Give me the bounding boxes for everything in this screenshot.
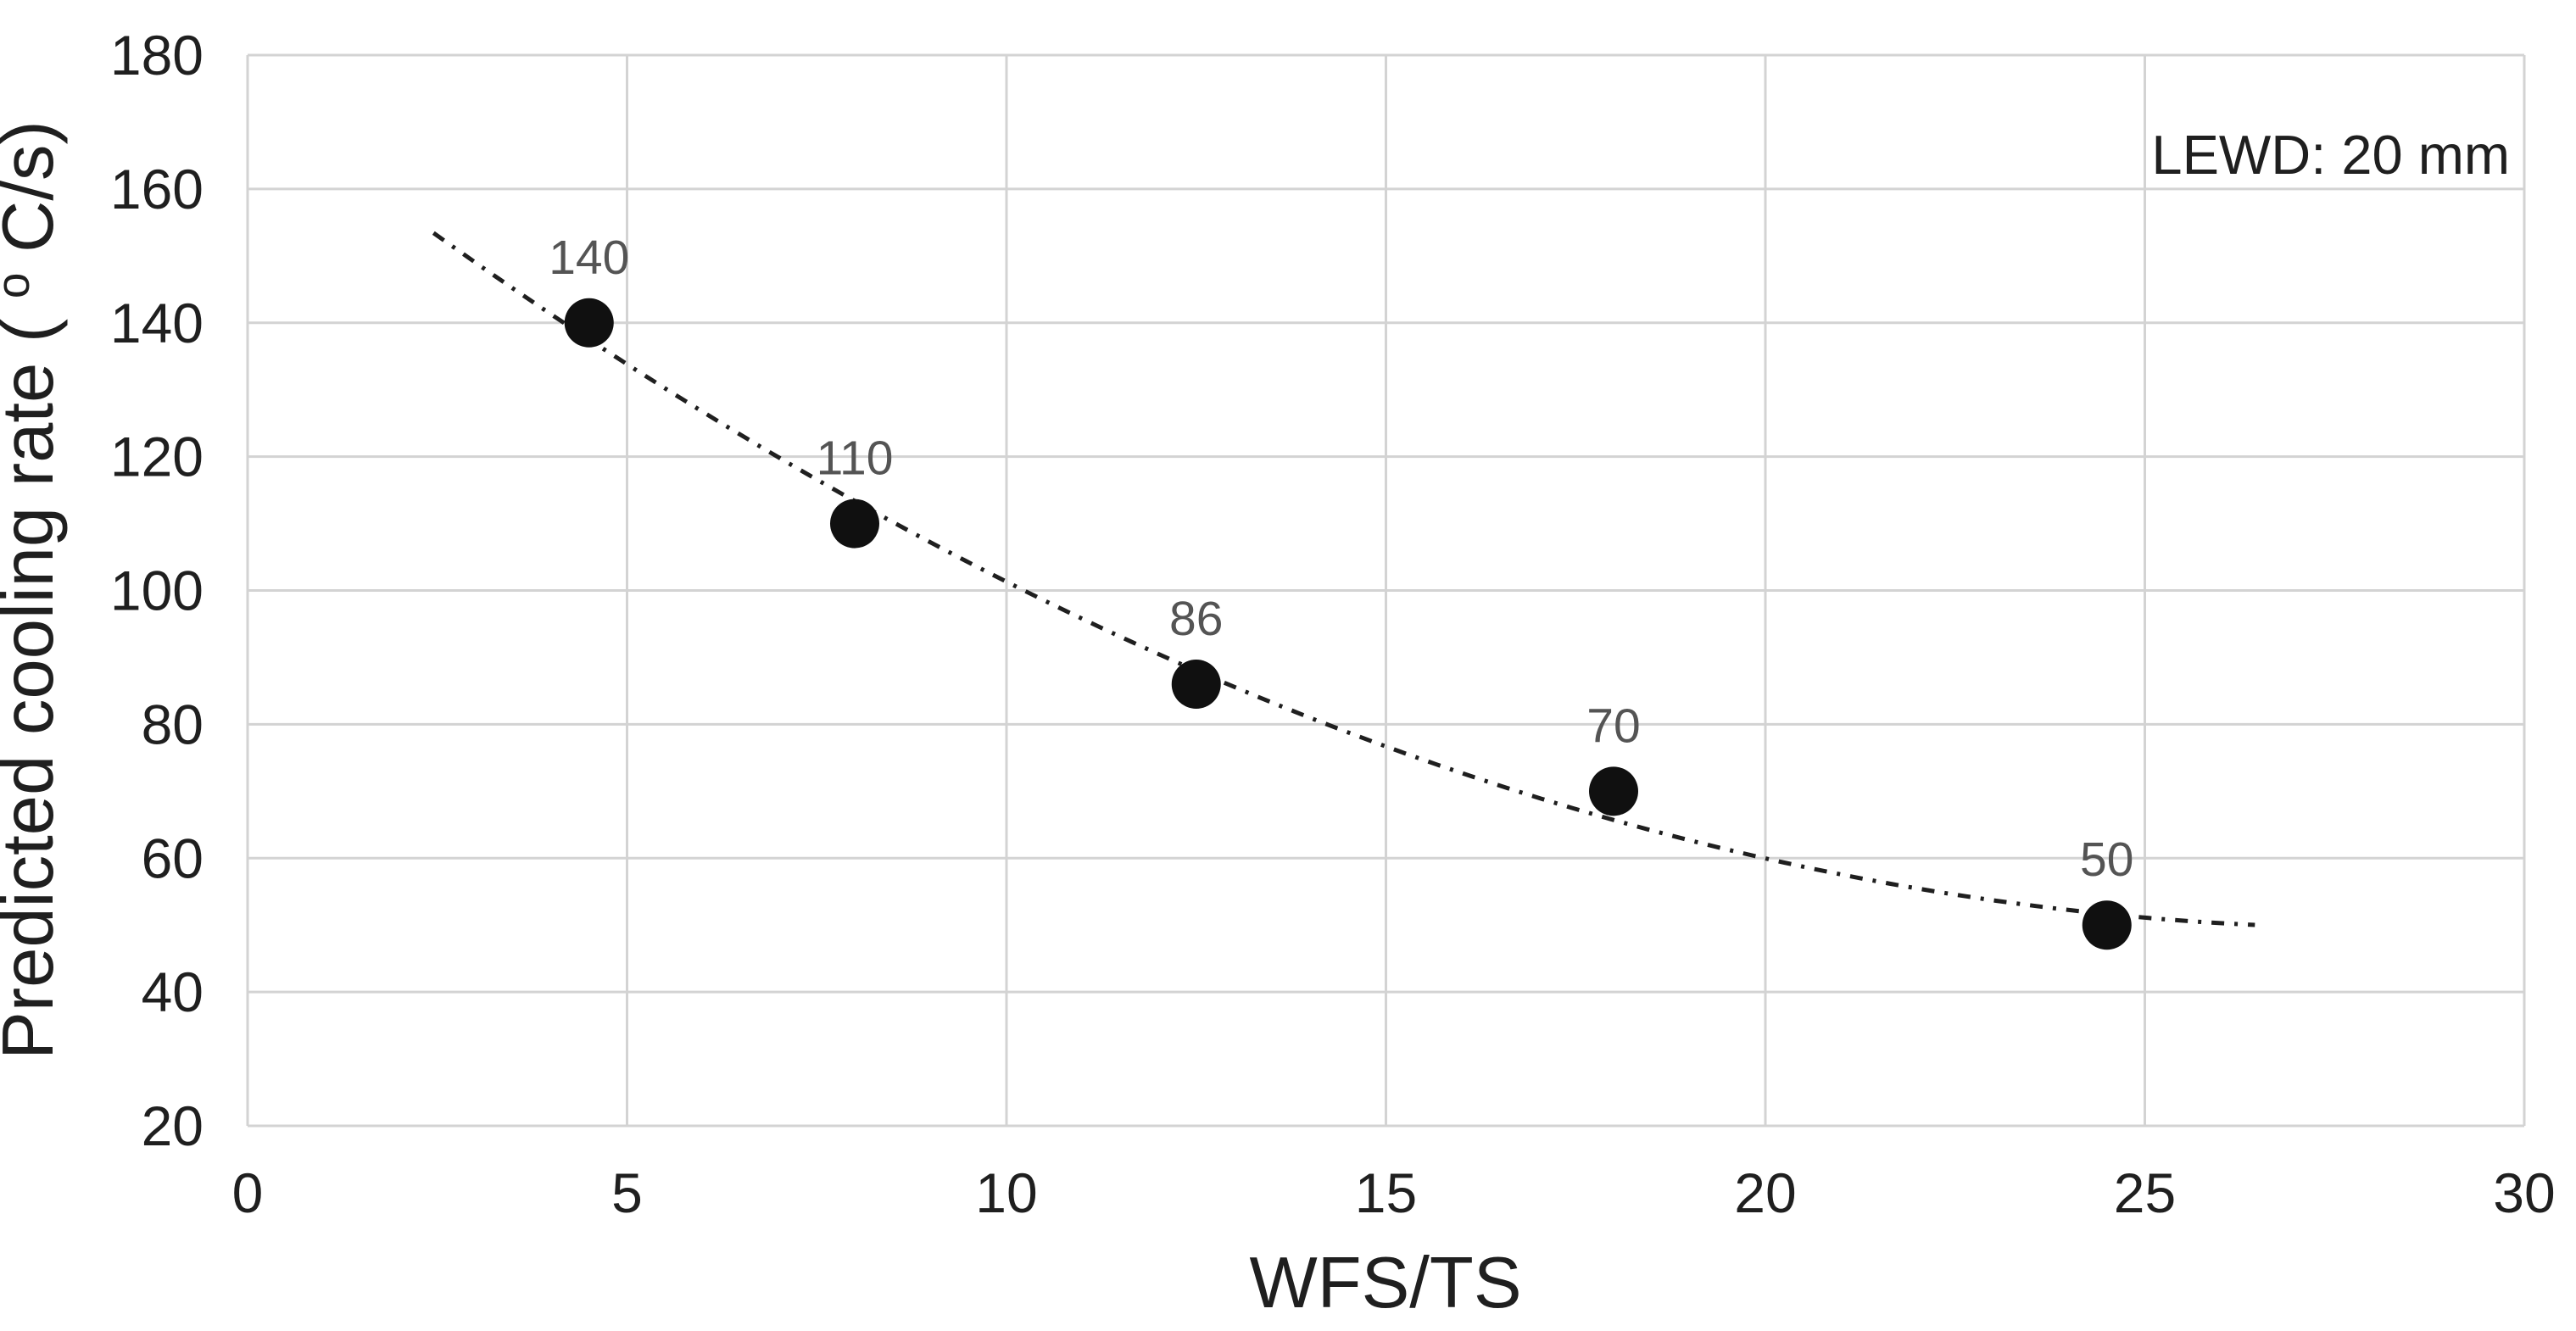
annotation-lewd: LEWD: 20 mm (2151, 124, 2510, 186)
y-tick-label: 140 (110, 292, 204, 354)
y-tick-label: 100 (110, 560, 204, 622)
y-tick-label: 180 (110, 24, 204, 86)
y-tick-label: 20 (142, 1094, 204, 1157)
trendline (432, 231, 2255, 927)
x-tick-label: 30 (2493, 1161, 2555, 1224)
y-axis-tick-labels: 20 40 60 80 100 120 140 160 180 (110, 24, 204, 1157)
data-point (830, 498, 879, 549)
y-tick-label: 80 (142, 693, 204, 755)
x-axis-tick-labels: 0 5 10 15 20 25 30 (232, 1161, 2556, 1224)
data-point-label: 86 (1169, 592, 1223, 646)
y-tick-label: 40 (142, 961, 204, 1023)
data-point-label: 50 (2080, 833, 2133, 887)
x-tick-label: 10 (975, 1161, 1037, 1224)
trendline-curve (432, 231, 2255, 927)
data-points (564, 298, 2132, 950)
y-tick-label: 120 (110, 426, 204, 488)
x-tick-label: 5 (611, 1161, 643, 1224)
y-axis-title-degree-sup: o (0, 273, 39, 299)
x-axis-title: WFS/TS (1249, 1243, 1521, 1323)
x-tick-label: 20 (1734, 1161, 1796, 1224)
data-point-labels: 140 110 86 70 50 (549, 231, 2133, 887)
gridlines (246, 53, 2526, 1128)
data-point (2082, 900, 2132, 950)
data-point (564, 298, 614, 348)
y-axis-title: Predicted cooling rate ( o C/s) (0, 120, 69, 1060)
x-tick-label: 25 (2114, 1161, 2176, 1224)
data-point (1589, 766, 1638, 816)
y-axis-title-prefix: Predicted cooling rate ( (0, 319, 69, 1060)
data-point-label: 110 (817, 432, 894, 486)
y-tick-label: 60 (142, 827, 204, 889)
data-point-label: 70 (1586, 699, 1640, 753)
x-tick-label: 15 (1355, 1161, 1417, 1224)
y-tick-label: 160 (110, 158, 204, 220)
y-axis-title-suffix: C/s) (0, 120, 69, 253)
x-tick-label: 0 (232, 1161, 264, 1224)
data-point-label: 140 (549, 231, 629, 285)
data-point (1171, 660, 1221, 710)
